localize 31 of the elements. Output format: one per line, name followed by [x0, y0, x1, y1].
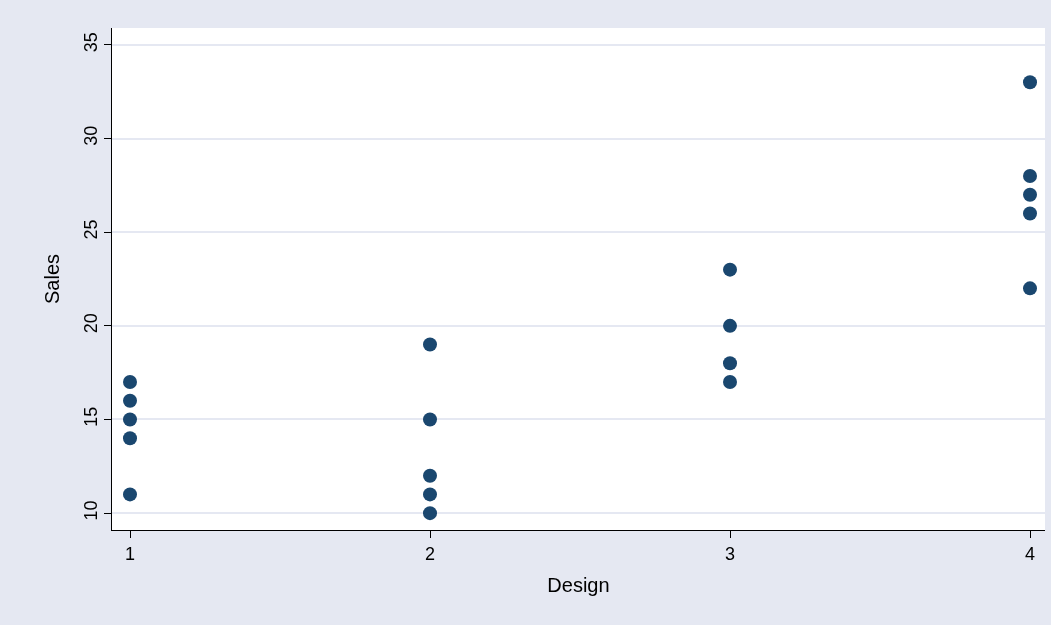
point — [423, 468, 437, 483]
y-tick-label: 10 — [80, 500, 101, 521]
point — [123, 487, 137, 502]
y-tick-label: 35 — [80, 32, 101, 53]
point — [1023, 281, 1037, 296]
y-tick-label: 25 — [80, 219, 101, 240]
point — [1023, 75, 1037, 90]
point — [1023, 187, 1037, 202]
y-axis-title: Sales — [41, 253, 64, 305]
y-tick-label: 20 — [80, 313, 101, 334]
point — [123, 375, 137, 390]
y-tick-label: 15 — [80, 406, 101, 427]
point — [123, 393, 137, 408]
point — [1023, 206, 1037, 221]
point — [1023, 168, 1037, 183]
point — [423, 337, 437, 352]
point — [423, 506, 437, 521]
x-tick-label: 4 — [1024, 543, 1036, 564]
point — [423, 412, 437, 427]
point — [723, 375, 737, 390]
point — [723, 262, 737, 277]
point — [423, 487, 437, 502]
point — [123, 412, 137, 427]
point — [723, 318, 737, 333]
point — [123, 431, 137, 446]
x-axis-title: Design — [547, 574, 610, 597]
x-tick-label: 2 — [424, 543, 436, 564]
y-tick-label: 30 — [80, 125, 101, 146]
point — [723, 356, 737, 371]
x-tick-label: 1 — [124, 543, 136, 564]
x-tick-label: 3 — [724, 543, 736, 564]
